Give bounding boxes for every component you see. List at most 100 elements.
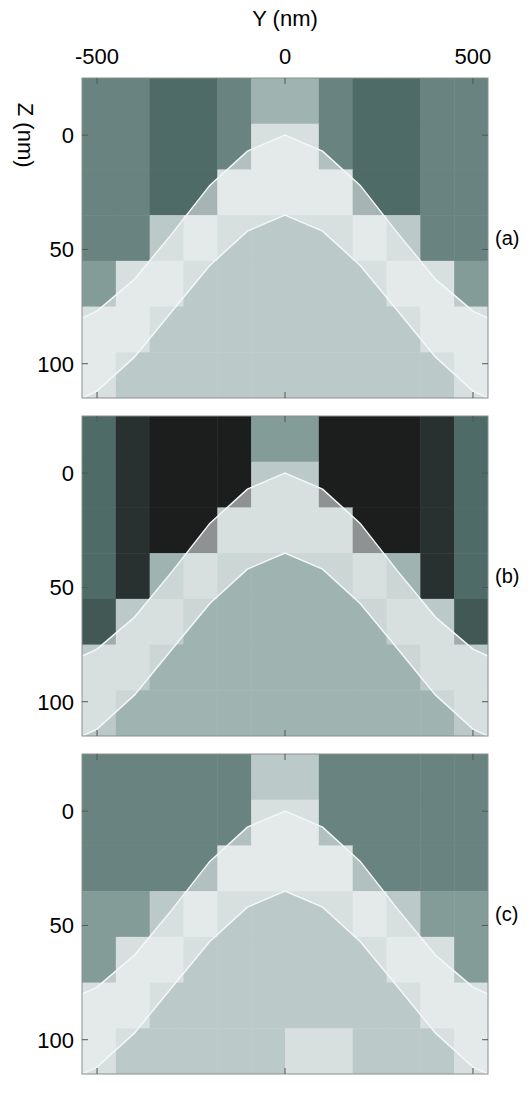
heatmap-cell: [319, 1028, 353, 1074]
heatmap-cell: [285, 754, 319, 800]
heatmap-cell: [116, 416, 150, 462]
heatmap-cell: [454, 845, 488, 891]
heatmap-cell: [184, 983, 218, 1029]
heatmap-cell: [251, 983, 285, 1029]
heatmap-cell: [217, 690, 251, 736]
heatmap-cell: [251, 416, 285, 462]
heatmap-cell: [420, 800, 454, 846]
y-tick-label: 0: [62, 123, 74, 148]
heatmap-cell: [387, 124, 421, 170]
x-tick-label: 0: [279, 44, 291, 69]
heatmap-cell: [285, 78, 319, 124]
heatmap-cell: [420, 891, 454, 937]
heatmap-cell: [353, 416, 387, 462]
heatmap-cell: [319, 261, 353, 307]
heatmap-cell: [116, 507, 150, 553]
y-tick: [482, 1039, 488, 1040]
heatmap-cell: [217, 352, 251, 398]
heatmap-cell: [387, 1028, 421, 1074]
heatmap-cell: [184, 1028, 218, 1074]
y-tick-label: 0: [62, 461, 74, 486]
heatmap-cell: [116, 462, 150, 508]
heatmap-cell: [319, 416, 353, 462]
panel-label: (a): [495, 227, 519, 249]
x-tick: [472, 78, 473, 84]
heatmap-cell: [217, 599, 251, 645]
heatmap-cell: [116, 891, 150, 937]
heatmap-cell: [184, 645, 218, 691]
plot-area: [82, 416, 488, 736]
heatmap-cell: [150, 507, 184, 553]
heatmap-cell: [387, 800, 421, 846]
heatmap-cell: [116, 800, 150, 846]
heatmap-cell: [454, 169, 488, 215]
heatmap-cell: [150, 690, 184, 736]
band-area: [82, 811, 488, 1074]
heatmap-cell: [353, 645, 387, 691]
band-upper: [82, 473, 488, 656]
heatmap-cell: [184, 124, 218, 170]
heatmap-cell: [454, 891, 488, 937]
heatmap-cell: [420, 845, 454, 891]
y-tick: [482, 587, 488, 588]
heatmap-cell: [82, 891, 116, 937]
heatmap-cell: [454, 462, 488, 508]
y-tick: [482, 473, 488, 474]
heatmap-cell: [82, 507, 116, 553]
heatmap-cell: [285, 416, 319, 462]
heatmap-cell: [184, 800, 218, 846]
heatmap-cell: [387, 462, 421, 508]
heatmap-cell: [387, 352, 421, 398]
y-tick: [482, 811, 488, 812]
y-tick: [82, 135, 88, 136]
heatmap-cell: [420, 553, 454, 599]
y-tick-label: 100: [37, 352, 74, 377]
heatmap-cell: [251, 599, 285, 645]
heatmap-cell: [184, 462, 218, 508]
heatmap-cell: [150, 352, 184, 398]
frame: [82, 754, 488, 1074]
x-tick: [97, 1068, 98, 1074]
heatmap-cell: [150, 78, 184, 124]
heatmap-cell: [353, 124, 387, 170]
y-tick: [482, 925, 488, 926]
band-lower: [82, 891, 488, 1074]
heatmap-cell: [285, 645, 319, 691]
y-tick: [482, 701, 488, 702]
y-tick: [82, 1039, 88, 1040]
heatmap-cell: [116, 754, 150, 800]
heatmap-cell: [387, 78, 421, 124]
heatmap-cell: [217, 645, 251, 691]
heatmap-cell: [387, 507, 421, 553]
heatmap-cell: [150, 462, 184, 508]
heatmap-cell: [116, 845, 150, 891]
panel-label: (c): [495, 903, 518, 925]
panel-label: (b): [495, 565, 519, 587]
heatmap-cell: [319, 78, 353, 124]
heatmap-cell: [319, 754, 353, 800]
x-axis-title: Y (nm): [252, 6, 318, 31]
heatmap-cell: [454, 507, 488, 553]
heatmap-cell: [319, 645, 353, 691]
heatmap-cell: [319, 352, 353, 398]
heatmap-cell: [184, 78, 218, 124]
heatmap-cell: [150, 416, 184, 462]
band-upper: [82, 811, 488, 994]
heatmap-cell: [353, 462, 387, 508]
heatmap-cell: [353, 1028, 387, 1074]
heatmap-cell: [184, 754, 218, 800]
x-tick-label: 500: [455, 44, 492, 69]
heatmap-cell: [285, 983, 319, 1029]
heatmap-cell: [420, 507, 454, 553]
heatmap-cell: [420, 124, 454, 170]
heatmap-cell: [82, 124, 116, 170]
heatmap-cell: [285, 690, 319, 736]
heatmap-cell: [217, 937, 251, 983]
heatmap-cell: [150, 1028, 184, 1074]
heatmap-cell: [420, 754, 454, 800]
heatmap-cell: [285, 307, 319, 353]
heatmap-cell: [420, 169, 454, 215]
heatmap-cell: [82, 215, 116, 261]
band-upper: [82, 135, 488, 318]
heatmap-cell: [116, 124, 150, 170]
